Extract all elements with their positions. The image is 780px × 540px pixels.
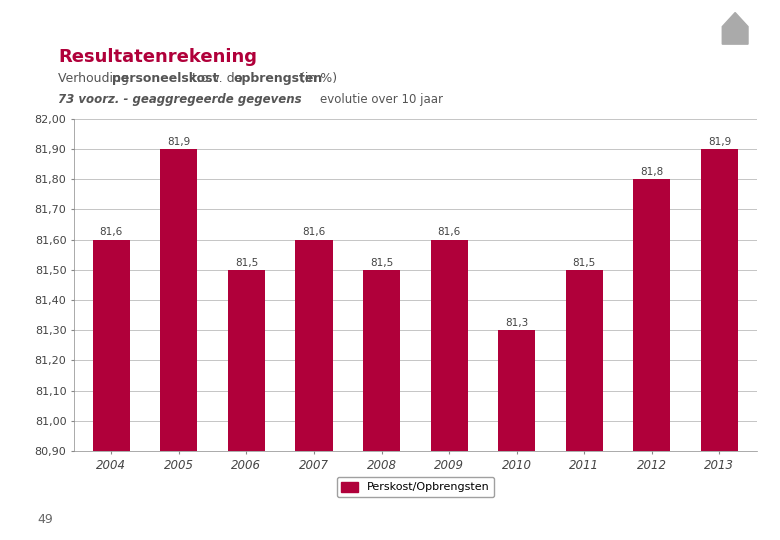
Text: 73 voorz. - geaggregeerde gegevens: 73 voorz. - geaggregeerde gegevens xyxy=(58,93,302,106)
Text: evolutie over 10 jaar: evolutie over 10 jaar xyxy=(320,93,443,106)
Text: 81,3: 81,3 xyxy=(505,318,528,328)
Text: 49: 49 xyxy=(37,512,53,526)
Text: 81,9: 81,9 xyxy=(707,137,731,147)
Bar xyxy=(160,149,197,451)
Text: 81,6: 81,6 xyxy=(438,227,461,238)
Text: 81,6: 81,6 xyxy=(100,227,123,238)
Text: (in %): (in %) xyxy=(292,72,337,85)
Bar xyxy=(633,179,671,451)
Text: Resultatenrekening: Resultatenrekening xyxy=(58,48,257,66)
Text: t.o.v. de: t.o.v. de xyxy=(188,72,246,85)
Text: 81,5: 81,5 xyxy=(573,258,596,268)
Text: personeelskost: personeelskost xyxy=(112,72,218,85)
Bar xyxy=(296,240,332,451)
Bar xyxy=(701,149,738,451)
Text: 81,5: 81,5 xyxy=(235,258,258,268)
Bar xyxy=(228,270,265,451)
Bar xyxy=(363,270,400,451)
Bar xyxy=(431,240,468,451)
Polygon shape xyxy=(722,12,748,44)
Bar xyxy=(498,330,535,451)
Bar xyxy=(93,240,129,451)
Text: 81,6: 81,6 xyxy=(303,227,325,238)
Text: Verhouding: Verhouding xyxy=(58,72,133,85)
Text: 81,8: 81,8 xyxy=(640,167,664,177)
Text: opbrengsten: opbrengsten xyxy=(233,72,322,85)
Text: 81,9: 81,9 xyxy=(167,137,190,147)
Text: 81,5: 81,5 xyxy=(370,258,393,268)
Legend: Perskost/Opbrengsten: Perskost/Opbrengsten xyxy=(337,477,494,497)
Bar xyxy=(566,270,603,451)
